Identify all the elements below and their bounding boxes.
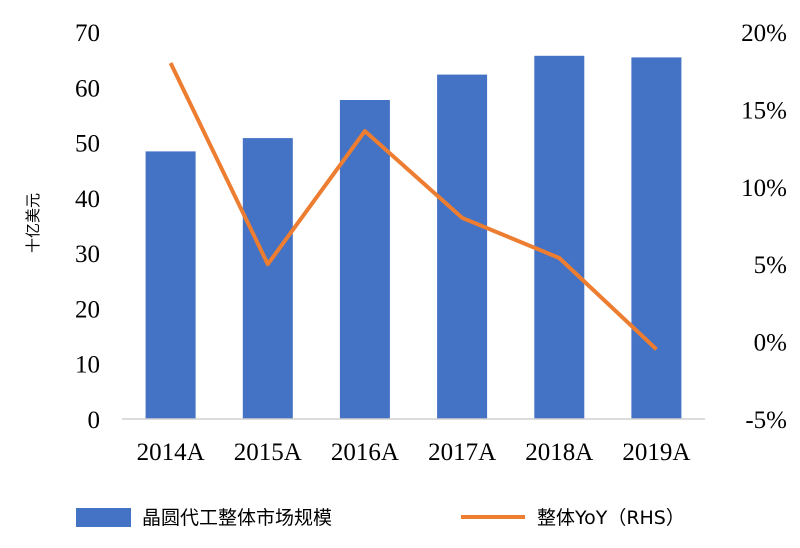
left-tick-label: 60	[75, 75, 100, 102]
legend-bar-label: 晶圆代工整体市场规模	[142, 507, 332, 529]
left-tick-label: 10	[75, 352, 100, 379]
right-tick-label: 20%	[741, 20, 787, 47]
right-axis-ticks: -5% 0% 5% 10% 15% 20%	[741, 20, 787, 434]
y-axis-label: 十亿美元	[24, 193, 42, 253]
left-tick-label: 0	[88, 407, 101, 434]
legend-bar-swatch	[76, 508, 131, 527]
bar-group	[145, 55, 682, 420]
right-tick-label: 15%	[741, 97, 787, 124]
x-tick-label: 2015A	[234, 439, 302, 466]
line-group	[168, 62, 658, 351]
bar-2015A	[242, 138, 293, 419]
x-axis-ticks: 2014A 2015A 2016A 2017A 2018A 2019A	[137, 439, 691, 466]
left-tick-label: 50	[75, 131, 100, 158]
right-tick-label: -5%	[745, 407, 787, 434]
bar-2018A	[534, 55, 585, 420]
x-tick-label: 2018A	[525, 439, 593, 466]
left-tick-label: 40	[75, 186, 100, 213]
legend-line-label: 整体YoY（RHS）	[537, 507, 685, 529]
x-tick-label: 2014A	[137, 439, 205, 466]
left-tick-label: 30	[75, 241, 100, 268]
x-tick-label: 2016A	[331, 439, 399, 466]
left-tick-label: 70	[75, 20, 100, 47]
right-tick-label: 0%	[754, 330, 787, 357]
right-tick-label: 10%	[741, 175, 787, 202]
legend: 晶圆代工整体市场规模 整体YoY（RHS）	[76, 507, 685, 529]
right-tick-label: 5%	[754, 252, 787, 279]
bar-2014A	[145, 151, 196, 419]
left-axis-ticks: 0 10 20 30 40 50 60 70	[75, 20, 100, 434]
bar-2019A	[631, 57, 682, 420]
x-tick-label: 2019A	[622, 439, 690, 466]
left-tick-label: 20	[75, 296, 100, 323]
bar-2017A	[437, 74, 488, 419]
yoy-line	[168, 62, 658, 351]
x-tick-label: 2017A	[428, 439, 496, 466]
